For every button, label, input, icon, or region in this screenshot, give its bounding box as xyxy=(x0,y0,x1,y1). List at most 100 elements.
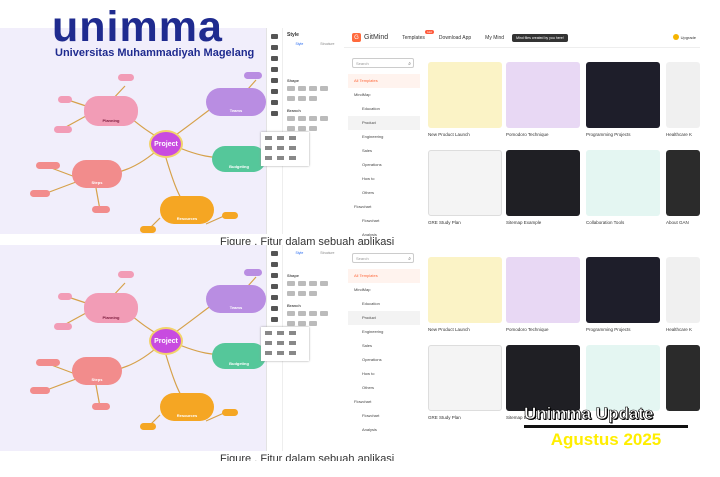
subtopic-pill[interactable] xyxy=(54,323,72,330)
tool-icon[interactable] xyxy=(271,78,278,83)
branch-steps[interactable]: Steps xyxy=(72,160,122,188)
category-item[interactable]: Sales xyxy=(362,343,373,348)
template-card[interactable]: Sitemap Example xyxy=(506,150,580,225)
subtopic-pill[interactable] xyxy=(58,96,72,103)
template-card[interactable]: New Product Launch xyxy=(428,62,502,137)
subtopic-pill[interactable] xyxy=(118,74,134,81)
layout-picker-popup[interactable] xyxy=(261,327,309,361)
tool-icon[interactable] xyxy=(271,284,278,289)
template-card[interactable]: GRE Study Plan xyxy=(428,150,502,225)
template-card[interactable]: New Product Launch xyxy=(428,257,502,332)
subtopic-pill[interactable] xyxy=(30,387,50,394)
category-item[interactable]: Flowchart xyxy=(354,399,372,404)
template-card[interactable] xyxy=(586,345,660,411)
category-item[interactable]: Education xyxy=(362,301,380,306)
branch-planning[interactable]: Planning xyxy=(84,96,138,126)
category-item[interactable]: Analysis xyxy=(362,232,377,237)
tool-icon[interactable] xyxy=(271,273,278,278)
branch-row[interactable] xyxy=(287,116,341,122)
template-card[interactable] xyxy=(666,150,700,216)
tool-icon[interactable] xyxy=(271,306,278,311)
template-card[interactable]: Programming Projects xyxy=(586,257,660,332)
shape-row[interactable] xyxy=(287,86,341,92)
category-item[interactable]: MindMap xyxy=(354,92,371,97)
category-item[interactable]: Sales xyxy=(362,148,373,153)
category-item[interactable]: Flowchart xyxy=(362,413,380,418)
template-card[interactable] xyxy=(666,62,700,128)
template-card[interactable] xyxy=(666,257,700,323)
shape-row[interactable] xyxy=(287,291,341,297)
branch-row[interactable] xyxy=(287,321,341,327)
subtopic-pill[interactable] xyxy=(244,269,262,276)
subtopic-pill[interactable] xyxy=(58,293,72,300)
tab-style[interactable]: Style xyxy=(295,251,304,255)
tab-structure[interactable]: Structure xyxy=(320,251,335,255)
subtopic-pill[interactable] xyxy=(36,359,60,366)
mindmap-canvas[interactable]: Planning Teams Steps Budgeting Resources… xyxy=(0,28,266,234)
category-item[interactable]: Product xyxy=(348,311,420,325)
nav-my-mind[interactable]: My Mind xyxy=(485,34,505,41)
tab-structure[interactable]: Structure xyxy=(320,42,335,46)
category-item[interactable]: How to xyxy=(362,371,375,376)
category-item[interactable]: All Templates xyxy=(348,74,420,88)
category-item[interactable]: Engineering xyxy=(362,134,384,139)
shape-row[interactable] xyxy=(287,96,341,102)
tool-icon[interactable] xyxy=(271,56,278,61)
category-item[interactable]: How to xyxy=(362,176,375,181)
branch-teams[interactable]: Teams xyxy=(206,88,266,116)
subtopic-pill[interactable] xyxy=(92,403,110,410)
subtopic-pill[interactable] xyxy=(244,72,262,79)
tool-icon[interactable] xyxy=(271,89,278,94)
subtopic-pill[interactable] xyxy=(118,271,134,278)
tab-style[interactable]: Style xyxy=(295,42,304,46)
subtopic-pill[interactable] xyxy=(222,212,238,219)
tool-icon[interactable] xyxy=(271,251,278,256)
layout-picker-popup[interactable] xyxy=(261,132,309,166)
branch-row[interactable] xyxy=(287,311,341,317)
tool-icon[interactable] xyxy=(271,317,278,322)
template-card[interactable] xyxy=(666,345,700,411)
nav-download-app[interactable]: Download App xyxy=(438,34,472,41)
tool-icon[interactable] xyxy=(271,295,278,300)
subtopic-pill[interactable] xyxy=(36,162,60,169)
branch-row[interactable] xyxy=(287,126,341,132)
subtopic-pill[interactable] xyxy=(92,206,110,213)
subtopic-pill[interactable] xyxy=(140,423,156,430)
category-item[interactable]: Others xyxy=(362,190,375,195)
template-search-input[interactable]: Search ⌕ xyxy=(352,58,414,68)
center-node-project[interactable]: Project xyxy=(149,130,183,158)
branch-resources[interactable]: Resources xyxy=(160,393,214,421)
template-card[interactable]: Pomodoro Technique xyxy=(506,257,580,332)
category-item[interactable]: Flowchart xyxy=(354,204,372,209)
nav-templates[interactable]: Templates Hot xyxy=(402,29,434,41)
category-item[interactable]: All Templates xyxy=(348,269,420,283)
subtopic-pill[interactable] xyxy=(140,226,156,233)
template-card[interactable]: Pomodoro Technique xyxy=(506,62,580,137)
upgrade-button[interactable]: Upgrade xyxy=(672,34,696,40)
branch-budgeting[interactable]: Budgeting xyxy=(212,343,266,369)
category-item[interactable]: Operations xyxy=(362,357,382,362)
tool-icon[interactable] xyxy=(271,100,278,105)
category-item[interactable]: Education xyxy=(362,106,380,111)
category-item[interactable]: Flowchart xyxy=(362,218,380,223)
tool-icon[interactable] xyxy=(271,67,278,72)
template-card[interactable]: Programming Projects xyxy=(586,62,660,137)
template-card[interactable]: Sitemap Example xyxy=(506,345,580,420)
category-item[interactable]: MindMap xyxy=(354,287,371,292)
subtopic-pill[interactable] xyxy=(222,409,238,416)
branch-planning[interactable]: Planning xyxy=(84,293,138,323)
category-item[interactable]: Product xyxy=(348,116,420,130)
subtopic-pill[interactable] xyxy=(30,190,50,197)
category-item[interactable]: Analysis xyxy=(362,427,377,432)
category-item[interactable]: Operations xyxy=(362,162,382,167)
branch-budgeting[interactable]: Budgeting xyxy=(212,146,266,172)
branch-steps[interactable]: Steps xyxy=(72,357,122,385)
template-card[interactable]: GRE Study Plan xyxy=(428,345,502,420)
category-item[interactable]: Engineering xyxy=(362,329,384,334)
tool-icon[interactable] xyxy=(271,34,278,39)
tool-icon[interactable] xyxy=(271,262,278,267)
tool-icon[interactable] xyxy=(271,111,278,116)
branch-teams[interactable]: Teams xyxy=(206,285,266,313)
gitmind-logo[interactable]: G GitMind xyxy=(352,33,388,42)
tool-icon[interactable] xyxy=(271,45,278,50)
